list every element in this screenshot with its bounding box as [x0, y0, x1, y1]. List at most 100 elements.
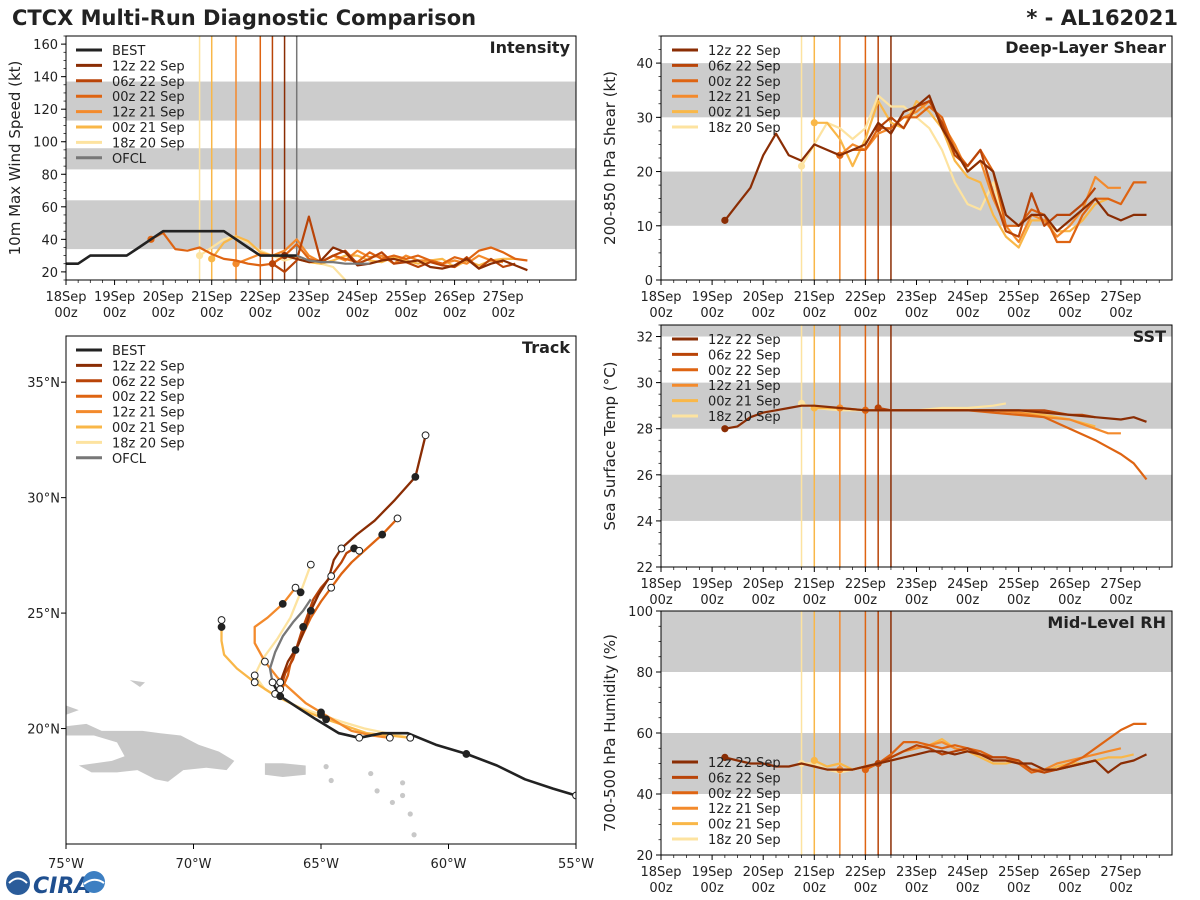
intensity-ytick-label: 100 — [33, 136, 58, 151]
shear-xtick-day: 20Sep — [743, 290, 784, 305]
shear-series-00z-21-sep — [814, 99, 1109, 249]
rh-ytick-label: 80 — [636, 666, 653, 681]
track-xtick-label: 60°W — [431, 857, 467, 872]
shear-xtick-day: 18Sep — [640, 290, 681, 305]
sst-ytick-label: 24 — [636, 515, 653, 530]
shear-xtick-hour: 00z — [1007, 306, 1031, 321]
track-series-best — [271, 681, 576, 797]
legend-label-best: BEST — [112, 44, 145, 59]
legend-label-12z-21-sep: 12z 21 Sep — [708, 802, 781, 817]
island — [400, 780, 406, 786]
sst-title: SST — [1133, 327, 1166, 346]
intensity-xtick-hour: 00z — [443, 306, 467, 321]
intensity-xtick-hour: 00z — [297, 306, 321, 321]
shear-xtick-hour: 00z — [956, 306, 980, 321]
sst-xtick-hour: 00z — [854, 593, 878, 608]
rh-ylabel: 700-500 hPa Humidity (%) — [601, 634, 619, 832]
legend-label-00z-22-sep: 00z 22 Sep — [708, 75, 781, 90]
track-point-00z-22-sep — [327, 583, 336, 592]
intensity-xtick-hour: 00z — [103, 306, 127, 321]
intensity-xtick-day: 21Sep — [191, 290, 232, 305]
sst-init-marker-12z-22-sep — [721, 425, 729, 433]
rh-xtick-hour: 00z — [1109, 881, 1133, 896]
rh-panel: 2040608010018Sep00z19Sep00z20Sep00z21Sep… — [601, 605, 1173, 896]
track-ytick-label: 30°N — [27, 492, 60, 507]
sst-xtick-day: 20Sep — [743, 577, 784, 592]
intensity-series-12z-21-sep — [235, 238, 504, 265]
land-mass — [66, 705, 79, 715]
intensity-xtick-day: 19Sep — [94, 290, 135, 305]
track-point-12z-21-sep — [385, 733, 394, 742]
rh-xtick-hour: 00z — [700, 881, 724, 896]
rh-xtick-hour: 00z — [1007, 881, 1031, 896]
track-point-06z-22-sep — [355, 546, 364, 555]
rh-xtick-day: 19Sep — [692, 865, 733, 880]
track-point-12z-22-sep — [411, 472, 420, 481]
storm-id: * - AL162021 — [1026, 6, 1178, 30]
track-point-12z-21-sep — [261, 657, 269, 666]
rh-init-marker-00z-21-sep — [810, 756, 818, 765]
legend-label-18z-20-sep: 18z 20 Sep — [112, 136, 185, 151]
rh-title: Mid-Level RH — [1047, 613, 1166, 632]
island — [368, 770, 374, 777]
track-point-12z-21-sep — [278, 599, 287, 608]
shear-xtick-hour: 00z — [803, 306, 827, 321]
track-xtick-label: 70°W — [176, 857, 212, 872]
legend-label-06z-22-sep: 06z 22 Sep — [112, 75, 185, 90]
intensity-ytick-label: 80 — [41, 168, 58, 183]
figure-title: CTCX Multi-Run Diagnostic Comparison — [12, 6, 477, 30]
shear-init-marker-12z-22-sep — [721, 216, 729, 224]
shear-ytick-label: 0 — [645, 274, 653, 289]
intensity-xtick-hour: 00z — [346, 306, 370, 321]
shear-ytick-label: 20 — [636, 166, 653, 181]
rh-xtick-day: 20Sep — [743, 865, 784, 880]
rh-xtick-hour: 00z — [854, 881, 878, 896]
track-point-06z-22-sep — [299, 623, 308, 631]
island — [323, 764, 329, 770]
legend-label-12z-21-sep: 12z 21 Sep — [708, 379, 781, 394]
rh-xtick-hour: 00z — [905, 881, 929, 896]
intensity-ytick-label: 160 — [33, 38, 58, 53]
intensity-xtick-hour: 00z — [394, 306, 418, 321]
sst-ytick-label: 30 — [636, 377, 653, 392]
intensity-init-marker-06z-22-sep — [268, 260, 277, 268]
track-point-best — [276, 692, 285, 701]
legend-label-12z-22-sep: 12z 22 Sep — [708, 44, 781, 59]
track-ytick-label: 25°N — [27, 607, 60, 622]
intensity-shade-band — [66, 81, 576, 121]
logo-swirl — [8, 877, 28, 884]
cira-logo: CIRA — [6, 871, 105, 899]
legend-label-12z-22-sep: 12z 22 Sep — [708, 756, 781, 771]
rh-xtick-hour: 00z — [956, 881, 980, 896]
legend-label-00z-21-sep: 00z 21 Sep — [112, 421, 185, 436]
track-title: Track — [522, 338, 570, 357]
intensity-ytick-label: 120 — [33, 103, 58, 118]
track-point-00z-22-sep — [291, 646, 300, 654]
legend-label-ofcl: OFCL — [112, 152, 147, 167]
intensity-ytick-label: 40 — [41, 233, 58, 248]
shear-series-06z-22-sep — [877, 99, 1097, 238]
legend-label-06z-22-sep: 06z 22 Sep — [708, 59, 781, 74]
intensity-xtick-hour: 00z — [200, 306, 224, 321]
intensity-xtick-day: 18Sep — [45, 290, 86, 305]
shear-title: Deep-Layer Shear — [1005, 38, 1166, 57]
legend-label-12z-21-sep: 12z 21 Sep — [708, 90, 781, 105]
land-mass — [66, 723, 235, 782]
shear-xtick-day: 25Sep — [998, 290, 1039, 305]
track-panel: 75°W 70°W 65°W 60°W 55°W 20°N 25°N 30°N 35°N Trac… — [27, 335, 594, 872]
legend-label-06z-22-sep: 06z 22 Sep — [112, 375, 185, 390]
intensity-xtick-hour: 00z — [151, 306, 175, 321]
sst-ylabel: Sea Surface Temp (°C) — [601, 361, 619, 530]
intensity-xtick-day: 25Sep — [385, 290, 426, 305]
track-point-00z-21-sep — [406, 733, 415, 742]
track-point-12z-21-sep — [291, 583, 300, 592]
track-point-00z-21-sep — [250, 678, 259, 687]
sst-shade-band — [661, 325, 1172, 337]
sst-xtick-day: 27Sep — [1100, 577, 1141, 592]
sst-xtick-day: 25Sep — [998, 577, 1039, 592]
shear-xtick-hour: 00z — [752, 306, 776, 321]
shear-panel: 01020304018Sep00z19Sep00z20Sep00z21Sep00… — [601, 35, 1173, 321]
rh-xtick-day: 23Sep — [896, 865, 937, 880]
shear-xtick-hour: 00z — [649, 306, 673, 321]
intensity-xtick-day: 20Sep — [143, 290, 184, 305]
